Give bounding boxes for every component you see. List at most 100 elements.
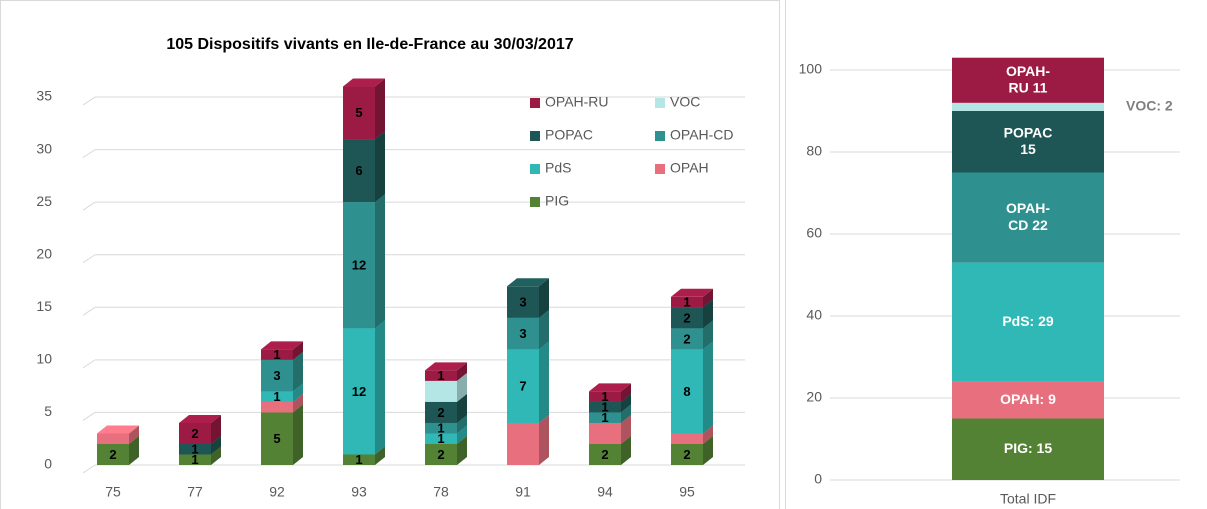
- y-tick-label: 35: [36, 88, 52, 104]
- bar-front: [589, 412, 621, 423]
- bar-front: [952, 262, 1104, 382]
- data-label: 1: [191, 452, 198, 467]
- bar-side: [293, 351, 303, 392]
- bar-front: [507, 317, 539, 350]
- bar-front: [952, 381, 1104, 419]
- bar-side: [457, 414, 467, 434]
- y-tick-label: 0: [814, 471, 822, 487]
- data-label: 1: [273, 347, 280, 362]
- legend-label: VOC: [670, 94, 700, 110]
- bar-side: [211, 414, 221, 444]
- grid-line: [82, 201, 96, 211]
- legend-swatch: [655, 164, 665, 174]
- bar-side: [375, 194, 385, 329]
- bar-segment: [343, 320, 385, 455]
- bar-side: [129, 435, 139, 465]
- bar-front: [343, 328, 375, 455]
- data-label: 2: [109, 447, 116, 462]
- y-tick-label: 5: [44, 403, 52, 419]
- data-label: OPAH-RU 11: [1006, 63, 1050, 96]
- bar-front: [589, 443, 621, 465]
- grid-line: [82, 464, 96, 474]
- bar-segment: [179, 414, 221, 444]
- legend-label: OPAH-CD: [670, 127, 734, 143]
- y-tick-label: 20: [806, 389, 822, 405]
- bar-segment: [952, 418, 1104, 480]
- bar-segment: [952, 102, 1104, 111]
- bar-front: [952, 172, 1104, 263]
- bar-front: [425, 443, 457, 465]
- legend-label: PdS: [545, 160, 571, 176]
- legend-swatch: [530, 164, 540, 174]
- y-tick-label: 10: [36, 351, 52, 367]
- bar-front: [671, 328, 703, 350]
- bar-side: [703, 288, 713, 308]
- bar-segment: [671, 288, 713, 308]
- data-label: 2: [683, 310, 690, 325]
- legend-swatch: [530, 98, 540, 108]
- bar-top: [507, 278, 549, 287]
- legend-swatch: [530, 131, 540, 141]
- bar-top: [589, 383, 631, 392]
- bar-side: [375, 446, 385, 465]
- y-tick-label: 60: [806, 225, 822, 241]
- bar-segment: [343, 131, 385, 203]
- data-label: 5: [273, 431, 280, 446]
- bar-top: [261, 341, 303, 350]
- bar-front: [425, 422, 457, 434]
- bar-front: [179, 443, 211, 455]
- legend-label: OPAH-RU: [545, 94, 609, 110]
- bar-segment: [507, 414, 549, 465]
- bar-side: [457, 435, 467, 465]
- x-tick-label: 94: [597, 484, 613, 500]
- bar-front: [425, 401, 457, 423]
- bar-side: [621, 435, 631, 465]
- bar-side: [129, 425, 139, 444]
- bar-front: [343, 202, 375, 329]
- bar-side: [293, 341, 303, 360]
- bar-segment: [343, 194, 385, 329]
- y-tick-label: 30: [36, 140, 52, 156]
- bar-side: [703, 299, 713, 329]
- legend-swatch: [655, 98, 665, 108]
- bar-top: [179, 414, 221, 423]
- bar-front: [589, 422, 621, 444]
- bar-top: [671, 288, 713, 297]
- bar-front: [261, 349, 293, 360]
- data-label: 1: [191, 442, 198, 457]
- data-label: PIG: 15: [1004, 440, 1052, 456]
- legend-swatch: [655, 131, 665, 141]
- bar-segment: [589, 383, 631, 402]
- label-line: CD 22: [1008, 217, 1048, 233]
- bar-front: [97, 433, 129, 444]
- grid-line: [82, 96, 96, 106]
- bar-side: [621, 393, 631, 413]
- bar-front: [261, 412, 293, 465]
- bar-front: [343, 86, 375, 140]
- data-label: 1: [601, 400, 608, 415]
- bar-segment: [952, 381, 1104, 419]
- bar-front: [671, 443, 703, 465]
- y-tick-label: 100: [799, 61, 823, 77]
- label-line: 15: [1020, 141, 1036, 157]
- bar-side: [293, 393, 303, 413]
- grid-line: [82, 149, 96, 159]
- data-label: 2: [683, 331, 690, 346]
- left-panel: [0, 0, 780, 509]
- bar-front: [261, 391, 293, 402]
- bar-segment: [952, 172, 1104, 263]
- bar-side: [621, 383, 631, 402]
- bar-side: [539, 309, 549, 350]
- bar-front: [952, 111, 1104, 173]
- label-line: OPAH-: [1006, 63, 1050, 79]
- bar-side: [211, 446, 221, 465]
- data-label: 2: [191, 426, 198, 441]
- label-line: POPAC: [1004, 124, 1053, 140]
- data-label: 1: [437, 431, 444, 446]
- bar-side: [457, 372, 467, 402]
- bar-front: [589, 391, 621, 402]
- grid-line: [82, 359, 96, 369]
- data-label: 1: [273, 389, 280, 404]
- chart-title: 105 Dispositifs vivants en Ile-de-France…: [166, 36, 573, 53]
- data-label: 2: [437, 447, 444, 462]
